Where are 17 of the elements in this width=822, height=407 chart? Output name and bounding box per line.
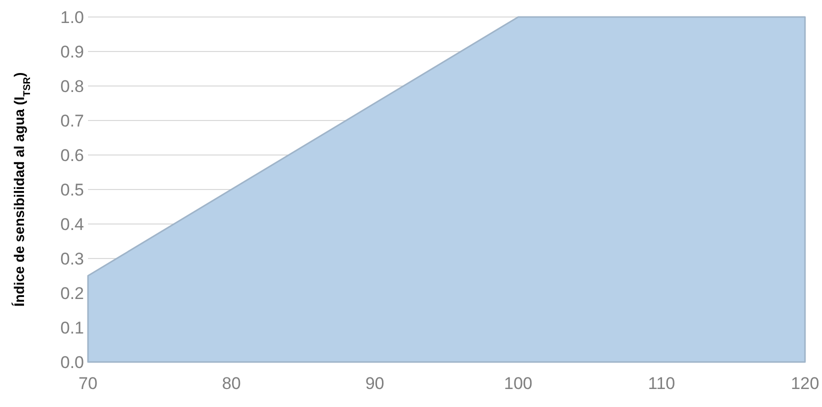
y-tick-label: 1.0 — [60, 8, 84, 27]
y-tick-label: 0.9 — [60, 42, 84, 62]
y-tick-label: 0.8 — [60, 76, 84, 96]
y-tick-label: 0.3 — [60, 249, 84, 268]
y-tick-label: 0.5 — [60, 180, 84, 200]
y-tick-label: 0.1 — [60, 318, 84, 338]
y-tick-label: 0.0 — [60, 352, 84, 372]
x-tick-label: 80 — [222, 374, 241, 393]
x-tick-label: 70 — [78, 374, 98, 393]
y-tick-label: 0.2 — [60, 284, 84, 303]
x-tick-label: 110 — [648, 374, 676, 393]
x-tick-label: 120 — [790, 374, 820, 393]
y-tick-label: 0.4 — [60, 214, 84, 234]
x-tick-label: 100 — [504, 374, 532, 393]
y-tick-label: 0.6 — [60, 146, 84, 165]
x-tick-label: 90 — [365, 374, 384, 393]
y-tick-label: 0.7 — [60, 111, 84, 130]
